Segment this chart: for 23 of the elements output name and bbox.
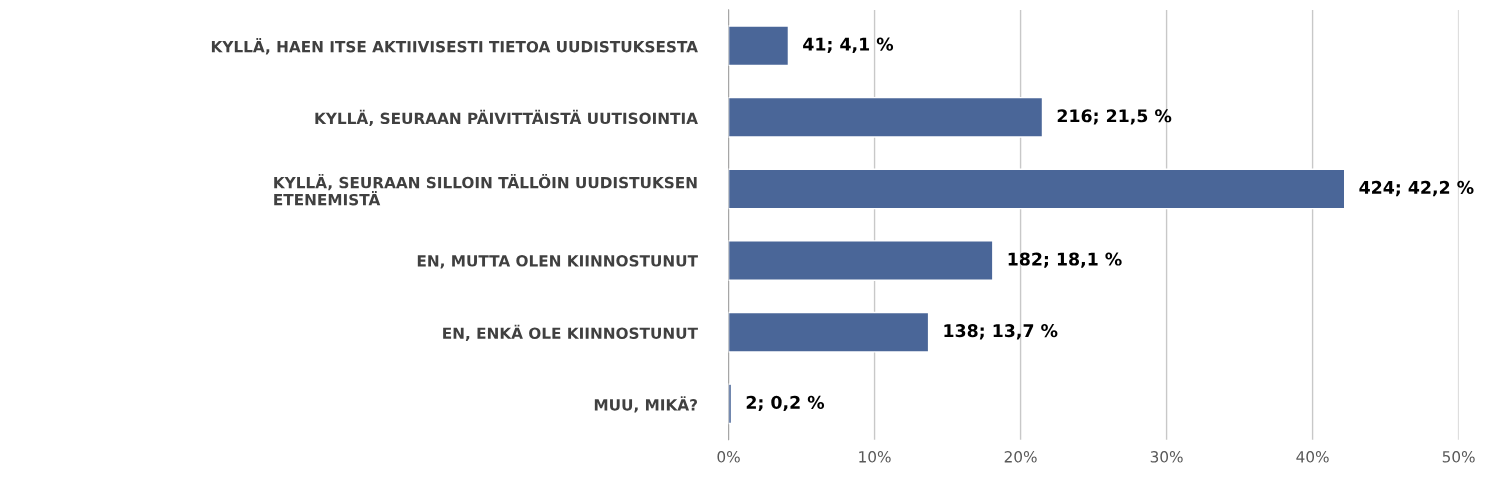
bar xyxy=(728,25,790,67)
x-tick-label: 50% xyxy=(1442,451,1475,463)
x-tick-label: 30% xyxy=(1150,451,1183,463)
bar xyxy=(728,311,930,353)
y-tick-label: KYLLÄ, HAEN ITSE AKTIIVISESTI TIETOA UUDISTUKSESTA xyxy=(211,38,698,55)
data-label: 138; 13,7 % xyxy=(944,324,1058,340)
bar xyxy=(728,168,1346,210)
y-tick-label: EN, ENKÄ OLE KIINNOSTUNUT xyxy=(443,324,698,341)
y-tick-label: KYLLÄ, SEURAAN PÄIVITTÄISTÄ UUTISOINTIA xyxy=(315,109,698,127)
x-tick-label: 40% xyxy=(1296,451,1329,463)
y-tick-label: KYLLÄ, SEURAAN SILLOIN TÄLLÖIN UUDISTUKSEN ETENEMISTÄ xyxy=(274,173,697,206)
data-label: 182; 18,1 % xyxy=(1008,252,1122,268)
data-label: 216; 21,5 % xyxy=(1057,109,1172,125)
data-label: 41; 4,1 % xyxy=(803,37,894,53)
data-label: 2; 0,2 % xyxy=(746,395,825,412)
data-label: 424; 42,2 % xyxy=(1359,180,1474,197)
y-tick-label: EN, MUTTA OLEN KIINNOSTUNUT xyxy=(417,255,698,269)
y-tick-label: MUU, MIKÄ? xyxy=(594,396,697,413)
x-tick-label: 0% xyxy=(717,451,740,463)
x-tick-label: 10% xyxy=(859,451,891,463)
bar xyxy=(728,240,994,281)
bar xyxy=(728,96,1044,138)
x-tick-label: 20% xyxy=(1004,451,1037,463)
